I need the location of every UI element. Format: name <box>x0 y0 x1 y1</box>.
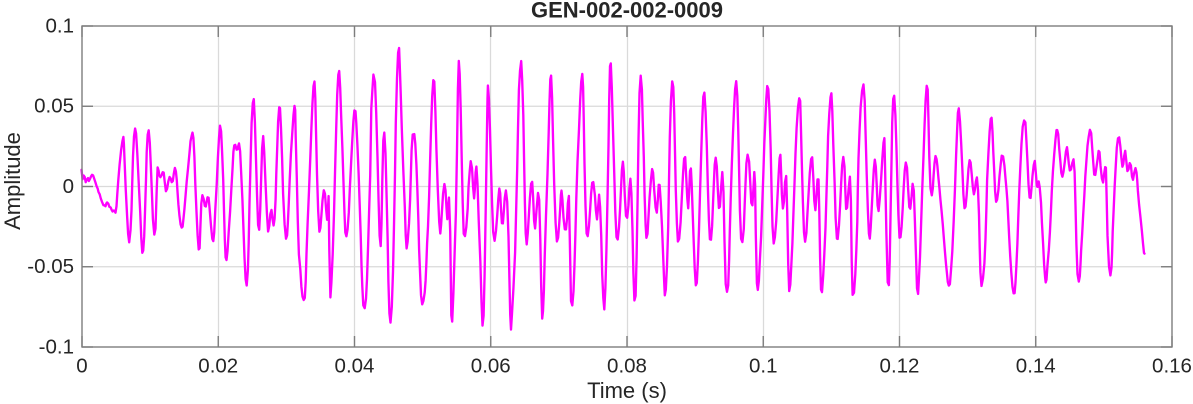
svg-text:Amplitude: Amplitude <box>0 132 25 230</box>
svg-text:0.05: 0.05 <box>34 95 74 118</box>
svg-text:0.08: 0.08 <box>607 355 647 378</box>
svg-text:0.12: 0.12 <box>880 355 920 378</box>
svg-text:GEN-002-002-0009: GEN-002-002-0009 <box>531 0 723 23</box>
svg-text:0.04: 0.04 <box>335 355 375 378</box>
svg-text:Time (s): Time (s) <box>587 378 667 403</box>
svg-text:0.16: 0.16 <box>1152 355 1192 378</box>
svg-text:-0.1: -0.1 <box>39 335 74 358</box>
svg-text:0: 0 <box>76 355 87 378</box>
svg-text:0: 0 <box>63 175 74 198</box>
svg-text:0.14: 0.14 <box>1016 355 1056 378</box>
svg-text:0.1: 0.1 <box>46 14 75 37</box>
svg-text:0.02: 0.02 <box>198 355 238 378</box>
svg-text:-0.05: -0.05 <box>27 255 74 278</box>
svg-text:0.06: 0.06 <box>471 355 511 378</box>
svg-text:0.1: 0.1 <box>749 355 778 378</box>
